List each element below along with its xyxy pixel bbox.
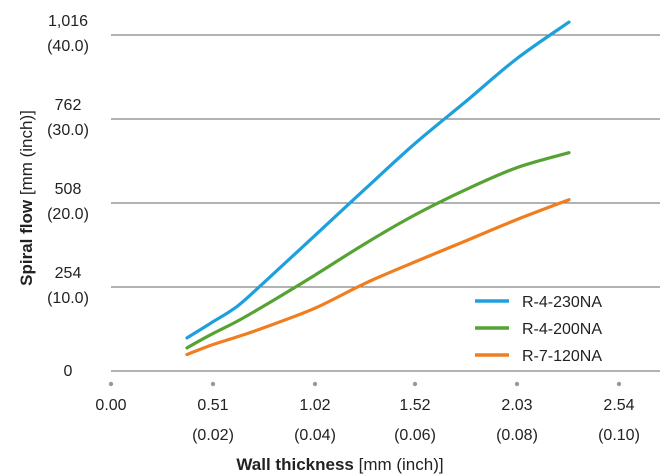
- x-tick-mark: [412, 381, 418, 387]
- legend-label: R-4-200NA: [522, 321, 602, 338]
- series-line-3: [185, 198, 571, 357]
- x-tick-label: 2.03: [501, 397, 532, 414]
- x-tick-mark: [108, 381, 114, 387]
- y-tick-sublabel: (30.0): [47, 122, 89, 139]
- x-tick-mark: [210, 381, 216, 387]
- x-tick-sublabel: (0.02): [192, 427, 234, 444]
- y-axis-ticks: 0 254 (10.0) 508 (20.0) 762 (30.0) 1,016 (40.0): [47, 13, 89, 380]
- legend-label: R-7-120NA: [522, 348, 602, 365]
- y-tick-sublabel: (20.0): [47, 206, 89, 223]
- y-tick-label: 1,016: [48, 13, 88, 30]
- legend-label: R-4-230NA: [522, 294, 602, 311]
- x-tick-sublabel: (0.04): [294, 427, 336, 444]
- x-tick-mark: [312, 381, 318, 387]
- gridlines: [111, 34, 660, 372]
- y-tick-label: 0: [64, 363, 73, 380]
- series-line-2: [185, 151, 571, 350]
- y-axis-title-bold: Spiral flow: [17, 199, 36, 286]
- x-tick-mark: [514, 381, 520, 387]
- x-tick-label: 1.52: [399, 397, 430, 414]
- x-axis-title: Wall thickness [mm (inch)]: [236, 455, 443, 474]
- x-tick-mark: [616, 381, 622, 387]
- y-axis-title: Spiral flow [mm (inch)]: [17, 110, 36, 286]
- series-line-1: [185, 20, 571, 340]
- y-tick-label: 762: [55, 97, 82, 114]
- x-tick-label: 1.02: [299, 397, 330, 414]
- x-tick-label: 2.54: [603, 397, 634, 414]
- y-axis-title-unit: [mm (inch)]: [17, 110, 36, 195]
- x-tick-sublabel: (0.06): [394, 427, 436, 444]
- x-axis-title-bold: Wall thickness: [236, 455, 353, 474]
- x-tick-sublabel: (0.10): [598, 427, 640, 444]
- y-tick-sublabel: (10.0): [47, 290, 89, 307]
- x-tick-label: 0.51: [197, 397, 228, 414]
- legend: R-4-230NA R-4-200NA R-7-120NA: [475, 294, 602, 365]
- x-axis-ticks: 0.00 0.51 (0.02) 1.02 (0.04) 1.52 (0.06) 2.03 (0…: [95, 381, 640, 444]
- y-tick-label: 254: [55, 265, 82, 282]
- y-tick-label: 508: [55, 181, 82, 198]
- x-tick-label: 0.00: [95, 397, 126, 414]
- series-lines: [185, 20, 571, 357]
- x-tick-sublabel: (0.08): [496, 427, 538, 444]
- y-tick-sublabel: (40.0): [47, 38, 89, 55]
- x-axis-title-unit: [mm (inch)]: [359, 455, 444, 474]
